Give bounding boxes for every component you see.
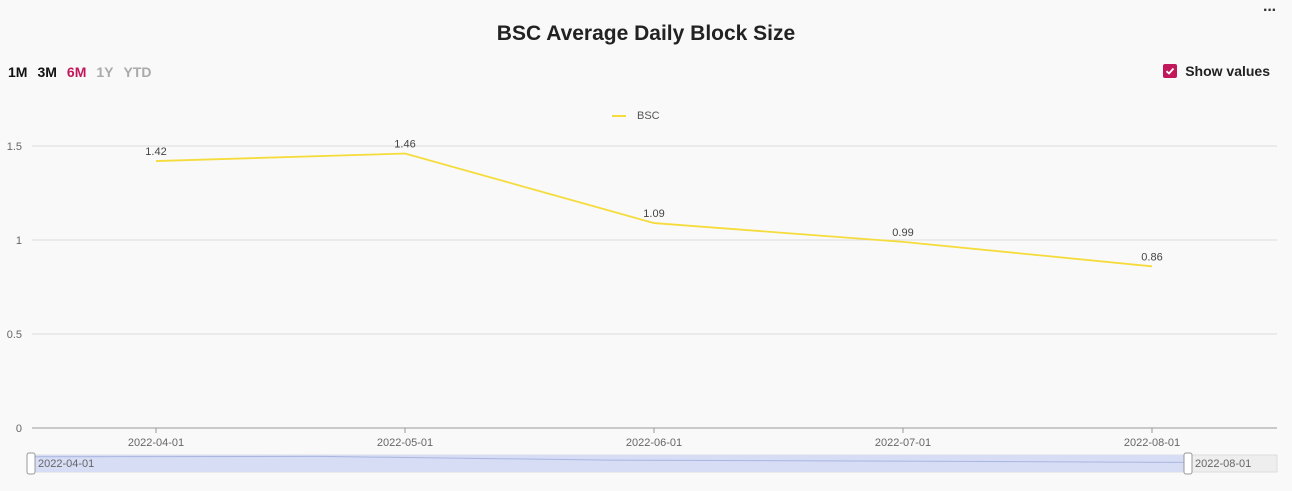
x-tick-label: 2022-08-01 xyxy=(1124,437,1180,449)
range-1m-button[interactable]: 1M xyxy=(8,64,28,80)
more-options-icon[interactable]: ··· xyxy=(1263,2,1277,19)
show-values-toggle[interactable]: Show values xyxy=(1163,63,1270,79)
x-tick-label: 2022-05-01 xyxy=(377,437,433,449)
y-tick-label: 1.5 xyxy=(7,141,22,153)
data-label: 1.09 xyxy=(643,208,664,220)
show-values-label: Show values xyxy=(1185,63,1270,79)
x-tick-label: 2022-06-01 xyxy=(626,437,682,449)
zoom-end-label: 2022-08-01 xyxy=(1195,458,1251,470)
x-tick-label: 2022-04-01 xyxy=(128,437,184,449)
chart-title: BSC Average Daily Block Size xyxy=(496,22,796,45)
y-tick-label: 1 xyxy=(16,235,22,247)
zoom-preview-line xyxy=(30,455,1189,463)
zoom-handle-end[interactable] xyxy=(1183,452,1193,475)
x-tick-label: 2022-07-01 xyxy=(875,437,931,449)
y-tick-label: 0 xyxy=(16,423,22,435)
legend-label: BSC xyxy=(637,110,660,122)
data-label: 1.46 xyxy=(394,139,415,151)
data-label: 1.42 xyxy=(145,146,166,158)
range-selector: 1M 3M 6M 1Y YTD xyxy=(8,64,151,80)
data-label: 0.86 xyxy=(1141,251,1162,263)
checkbox-checked-icon[interactable] xyxy=(1163,64,1178,78)
zoom-handle-start[interactable] xyxy=(26,452,36,475)
zoom-start-label: 2022-04-01 xyxy=(38,458,94,470)
range-1y-button[interactable]: 1Y xyxy=(96,64,114,80)
range-3m-button[interactable]: 3M xyxy=(37,64,57,80)
y-tick-label: 0.5 xyxy=(7,329,22,341)
zoom-selection xyxy=(31,455,1188,472)
data-label: 0.99 xyxy=(892,227,913,239)
range-6m-button[interactable]: 6M xyxy=(66,64,87,80)
series-line-bsc xyxy=(155,152,1153,268)
range-ytd-button[interactable]: YTD xyxy=(123,64,152,80)
